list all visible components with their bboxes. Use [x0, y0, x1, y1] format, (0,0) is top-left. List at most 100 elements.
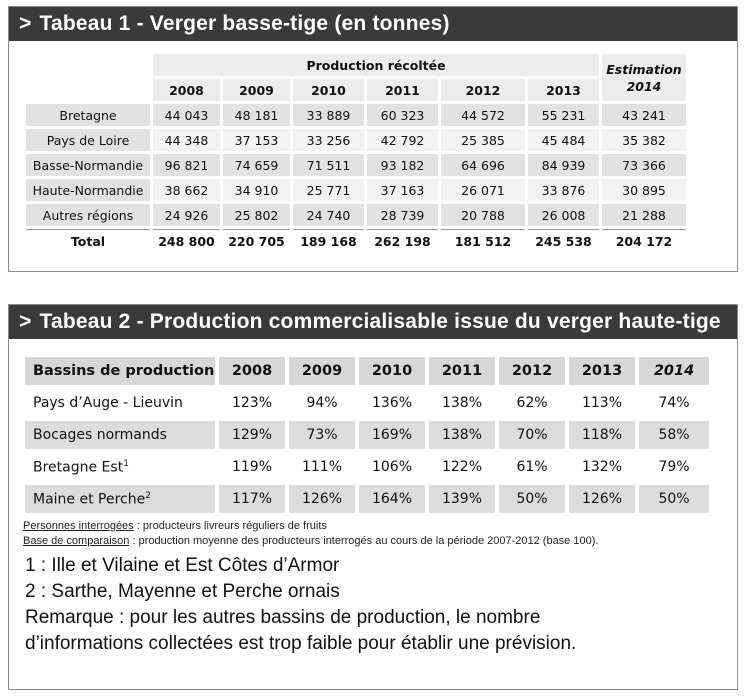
table-row: Bocages normands 129% 73% 169% 138% 70% 118% 58… [25, 421, 709, 449]
basin-name: Bocages normands [33, 427, 167, 443]
table1-years-row: 2008 2009 2010 2011 2012 2013 [26, 79, 686, 101]
basin-name: Bretagne Est [33, 459, 124, 476]
table1-title: Tabeau 1 - Verger basse-tige (en tonnes) [39, 12, 450, 35]
table2-panel: > Tabeau 2 - Production commercialisable … [8, 304, 738, 690]
total-cell: 220 705 [223, 229, 290, 252]
table1-year-header: 2010 [293, 79, 364, 101]
table2-year-header: 2013 [569, 357, 635, 385]
total-cell: 245 538 [528, 229, 599, 252]
table-cell: 169% [359, 421, 425, 449]
table-cell: 94% [289, 389, 355, 417]
table-cell: 30 895 [602, 179, 686, 201]
remark-line-1: Remarque : pour les autres bassins de pr… [25, 607, 541, 628]
table-cell: 33 876 [528, 179, 599, 201]
estimation-label: Estimation 2014 [606, 61, 682, 94]
table-cell: 164% [359, 485, 425, 513]
table-row: Basse-Normandie 96 821 74 659 71 511 93 182 6… [26, 154, 686, 176]
table-cell: 123% [219, 389, 285, 417]
table-cell: 118% [569, 421, 635, 449]
table-cell: 132% [569, 453, 635, 481]
table1-group-header: Production récoltée [153, 54, 599, 76]
table-cell: 44 043 [153, 104, 220, 126]
table-cell: 73% [289, 421, 355, 449]
table-cell: 84 939 [528, 154, 599, 176]
note-baseline-key: Base de comparaison [23, 535, 130, 547]
table-cell: 74 659 [223, 154, 290, 176]
chevron-right-icon: > [19, 310, 32, 333]
table1-year-header: 2013 [528, 79, 599, 101]
table-row: Autres régions 24 926 25 802 24 740 28 739 20… [26, 204, 686, 226]
table-cell: 43 241 [602, 104, 686, 126]
table-row: Pays de Loire 44 348 37 153 33 256 42 792 25 … [26, 129, 686, 151]
table-row: Bretagne 44 043 48 181 33 889 60 323 44 572 55… [26, 104, 686, 126]
table-cell: 129% [219, 421, 285, 449]
table1-year-header: 2009 [223, 79, 290, 101]
table-cell: 50% [639, 485, 709, 513]
table-cell: 126% [289, 485, 355, 513]
table-cell: 55 231 [528, 104, 599, 126]
table-cell: 117% [219, 485, 285, 513]
row-label: Maine et Perche2 [25, 485, 215, 513]
table2-header-row: Bassins de production 2008 2009 2010 2011 201… [25, 357, 709, 385]
table2-year-header: 2012 [499, 357, 565, 385]
table-cell: 106% [359, 453, 425, 481]
table-cell: 138% [429, 389, 495, 417]
table2-year-header: 2010 [359, 357, 425, 385]
row-label: Pays de Loire [26, 129, 150, 151]
total-cell: 189 168 [293, 229, 364, 252]
row-label: Bretagne [26, 104, 150, 126]
table1-year-header: 2008 [153, 79, 220, 101]
table-cell: 25 385 [441, 129, 525, 151]
table-cell: 26 071 [441, 179, 525, 201]
table2: Bassins de production 2008 2009 2010 2011 201… [21, 353, 713, 517]
table-cell: 25 771 [293, 179, 364, 201]
table1-year-header: 2012 [441, 79, 525, 101]
table1-panel: > Tabeau 1 - Verger basse-tige (en tonnes… [8, 6, 738, 272]
table-row: Pays d’Auge - Lieuvin 123% 94% 136% 138% 62% 1… [25, 389, 709, 417]
table-cell: 50% [499, 485, 565, 513]
basin-name: Pays d’Auge - Lieuvin [33, 395, 183, 411]
table-cell: 37 163 [367, 179, 438, 201]
table-cell: 58% [639, 421, 709, 449]
total-cell: 248 800 [153, 229, 220, 252]
basin-name: Maine et Perche [33, 491, 146, 508]
table-row: Haute-Normandie 38 662 34 910 25 771 37 163 2… [26, 179, 686, 201]
table-cell: 74% [639, 389, 709, 417]
table-cell: 35 382 [602, 129, 686, 151]
table2-year-header: 2008 [219, 357, 285, 385]
table-cell: 45 484 [528, 129, 599, 151]
table-cell: 28 739 [367, 204, 438, 226]
remark-line-2: d’informations collectées est trop faibl… [25, 633, 577, 654]
table-cell: 139% [429, 485, 495, 513]
table-cell: 111% [289, 453, 355, 481]
table1-year-header: 2011 [367, 79, 438, 101]
table-cell: 24 740 [293, 204, 364, 226]
table-cell: 79% [639, 453, 709, 481]
table2-year-header: 2009 [289, 357, 355, 385]
total-label: Total [26, 229, 150, 252]
table-cell: 37 153 [223, 129, 290, 151]
row-label: Haute-Normandie [26, 179, 150, 201]
table-cell: 42 792 [367, 129, 438, 151]
note-respondents: Personnes interrogées : producteurs livr… [23, 520, 327, 532]
footnote-marker: 2 [145, 490, 151, 501]
row-label: Bocages normands [25, 421, 215, 449]
table-cell: 34 910 [223, 179, 290, 201]
table1-total-row: Total 248 800 220 705 189 168 262 198 181 512… [26, 229, 686, 252]
footnote-1: 1 : Ille et Vilaine et Est Côtes d’Armor [25, 555, 340, 576]
row-label: Bretagne Est1 [25, 453, 215, 481]
total-cell: 204 172 [602, 229, 686, 252]
table2-title-bar: > Tabeau 2 - Production commercialisable … [9, 305, 737, 339]
table-cell: 62% [499, 389, 565, 417]
table-cell: 96 821 [153, 154, 220, 176]
table-cell: 70% [499, 421, 565, 449]
note-baseline-text: : production moyenne des producteurs int… [129, 535, 599, 547]
table-cell: 61% [499, 453, 565, 481]
table-cell: 21 288 [602, 204, 686, 226]
table-cell: 44 572 [441, 104, 525, 126]
note-respondents-text: : producteurs livreurs réguliers de frui… [133, 520, 327, 532]
table-cell: 44 348 [153, 129, 220, 151]
table1-estimation-header: Estimation 2014 [602, 54, 686, 101]
table-cell: 20 788 [441, 204, 525, 226]
table-cell: 126% [569, 485, 635, 513]
